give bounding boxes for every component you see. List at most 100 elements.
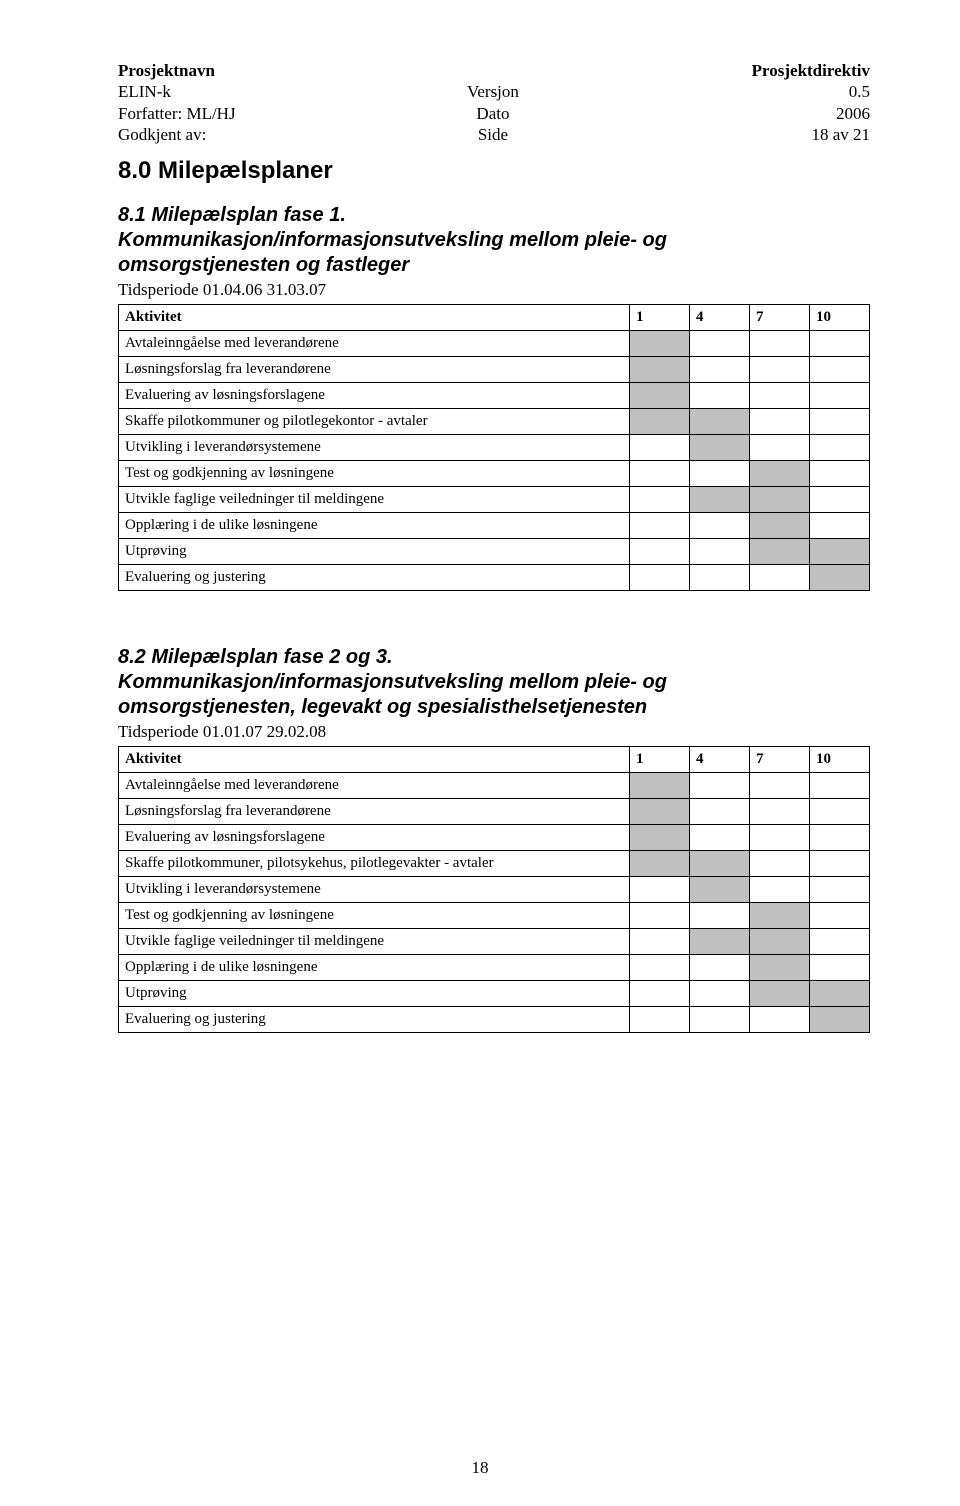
milestone-cell bbox=[690, 955, 750, 981]
activity-label: Avtaleinngåelse med leverandørene bbox=[119, 331, 630, 357]
milestone-cell bbox=[690, 851, 750, 877]
activity-label: Test og godkjenning av løsningene bbox=[119, 903, 630, 929]
milestone-cell bbox=[810, 331, 870, 357]
s1-title-line3: omsorgstjenesten og fastleger bbox=[118, 254, 409, 276]
milestone-cell bbox=[810, 487, 870, 513]
s1-title-line2: Kommunikasjon/informasjonsutveksling mel… bbox=[118, 229, 667, 251]
table-row: Evaluering av løsningsforslagene bbox=[119, 383, 870, 409]
milestone-cell bbox=[630, 539, 690, 565]
table-row: Evaluering og justering bbox=[119, 565, 870, 591]
milestone-cell bbox=[630, 929, 690, 955]
milestone-cell bbox=[690, 825, 750, 851]
milestone-cell bbox=[690, 903, 750, 929]
activity-label: Skaffe pilotkommuner, pilotsykehus, pilo… bbox=[119, 851, 630, 877]
col-activity: Aktivitet bbox=[119, 747, 630, 773]
milestone-cell bbox=[750, 409, 810, 435]
s2-period: Tidsperiode 01.01.07 29.02.08 bbox=[118, 722, 870, 742]
milestone-cell bbox=[630, 877, 690, 903]
hdr-c3: Dato bbox=[425, 103, 561, 124]
milestone-cell bbox=[750, 955, 810, 981]
milestone-cell bbox=[750, 383, 810, 409]
table-row: Test og godkjenning av løsningene bbox=[119, 461, 870, 487]
activity-label: Avtaleinngåelse med leverandørene bbox=[119, 773, 630, 799]
milestone-cell bbox=[810, 851, 870, 877]
table-row: Utvikle faglige veiledninger til melding… bbox=[119, 929, 870, 955]
s2-title-line3: omsorgstjenesten, legevakt og spesialist… bbox=[118, 696, 647, 718]
activity-label: Utprøving bbox=[119, 539, 630, 565]
hdr-r4: 18 av 21 bbox=[561, 124, 870, 145]
milestone-cell bbox=[690, 383, 750, 409]
hdr-r3: 2006 bbox=[561, 103, 870, 124]
col-4: 4 bbox=[690, 747, 750, 773]
milestone-cell bbox=[630, 799, 690, 825]
milestone-cell bbox=[810, 955, 870, 981]
milestone-cell bbox=[630, 565, 690, 591]
heading-section1: 8.1 Milepælsplan fase 1. Kommunikasjon/i… bbox=[118, 203, 870, 278]
col-4: 4 bbox=[690, 305, 750, 331]
milestone-cell bbox=[810, 929, 870, 955]
milestone-cell bbox=[810, 461, 870, 487]
milestone-cell bbox=[750, 877, 810, 903]
milestone-cell bbox=[630, 773, 690, 799]
col-7: 7 bbox=[750, 747, 810, 773]
hdr-r2: 0.5 bbox=[561, 81, 870, 102]
milestone-cell bbox=[630, 461, 690, 487]
milestone-cell bbox=[690, 565, 750, 591]
milestone-cell bbox=[810, 877, 870, 903]
milestone-cell bbox=[750, 539, 810, 565]
col-activity: Aktivitet bbox=[119, 305, 630, 331]
s1-body: Avtaleinngåelse med leverandøreneLøsning… bbox=[119, 331, 870, 591]
milestone-cell bbox=[750, 487, 810, 513]
s1-period: Tidsperiode 01.04.06 31.03.07 bbox=[118, 280, 870, 300]
milestone-cell bbox=[690, 409, 750, 435]
hdr-r1: Prosjektdirektiv bbox=[561, 60, 870, 81]
activity-label: Evaluering og justering bbox=[119, 565, 630, 591]
table-header-row: Aktivitet 1 4 7 10 bbox=[119, 747, 870, 773]
hdr-c1 bbox=[425, 60, 561, 81]
milestone-cell bbox=[690, 799, 750, 825]
milestone-cell bbox=[630, 383, 690, 409]
s2-body: Avtaleinngåelse med leverandøreneLøsning… bbox=[119, 773, 870, 1033]
milestone-cell bbox=[750, 331, 810, 357]
table-row: Evaluering av løsningsforslagene bbox=[119, 825, 870, 851]
milestone-cell bbox=[750, 513, 810, 539]
milestone-cell bbox=[750, 799, 810, 825]
milestone-cell bbox=[810, 565, 870, 591]
col-1: 1 bbox=[630, 305, 690, 331]
milestone-cell bbox=[750, 903, 810, 929]
milestone-cell bbox=[690, 461, 750, 487]
col-10: 10 bbox=[810, 305, 870, 331]
activity-label: Løsningsforslag fra leverandørene bbox=[119, 357, 630, 383]
activity-label: Evaluering og justering bbox=[119, 1007, 630, 1033]
table-row: Løsningsforslag fra leverandørene bbox=[119, 357, 870, 383]
milestone-cell bbox=[690, 357, 750, 383]
milestone-cell bbox=[810, 383, 870, 409]
table-row: Utprøving bbox=[119, 981, 870, 1007]
table-header-row: Aktivitet 1 4 7 10 bbox=[119, 305, 870, 331]
activity-label: Opplæring i de ulike løsningene bbox=[119, 513, 630, 539]
milestone-cell bbox=[630, 331, 690, 357]
activity-label: Utvikling i leverandørsystemene bbox=[119, 877, 630, 903]
table-row: Utvikling i leverandørsystemene bbox=[119, 877, 870, 903]
milestone-cell bbox=[750, 357, 810, 383]
table-row: Utvikling i leverandørsystemene bbox=[119, 435, 870, 461]
milestone-cell bbox=[810, 513, 870, 539]
activity-label: Opplæring i de ulike løsningene bbox=[119, 955, 630, 981]
milestone-cell bbox=[750, 981, 810, 1007]
milestone-cell bbox=[690, 773, 750, 799]
milestone-cell bbox=[810, 773, 870, 799]
milestone-cell bbox=[750, 565, 810, 591]
milestone-cell bbox=[690, 513, 750, 539]
milestone-cell bbox=[690, 981, 750, 1007]
milestone-cell bbox=[630, 851, 690, 877]
activity-label: Utvikle faglige veiledninger til melding… bbox=[119, 487, 630, 513]
col-7: 7 bbox=[750, 305, 810, 331]
milestone-cell bbox=[810, 435, 870, 461]
hdr-l3: Forfatter: ML/HJ bbox=[118, 103, 425, 124]
milestone-cell bbox=[810, 409, 870, 435]
milestone-cell bbox=[810, 1007, 870, 1033]
activity-label: Utprøving bbox=[119, 981, 630, 1007]
activity-label: Utvikling i leverandørsystemene bbox=[119, 435, 630, 461]
activity-label: Evaluering av løsningsforslagene bbox=[119, 383, 630, 409]
table-row: Avtaleinngåelse med leverandørene bbox=[119, 331, 870, 357]
